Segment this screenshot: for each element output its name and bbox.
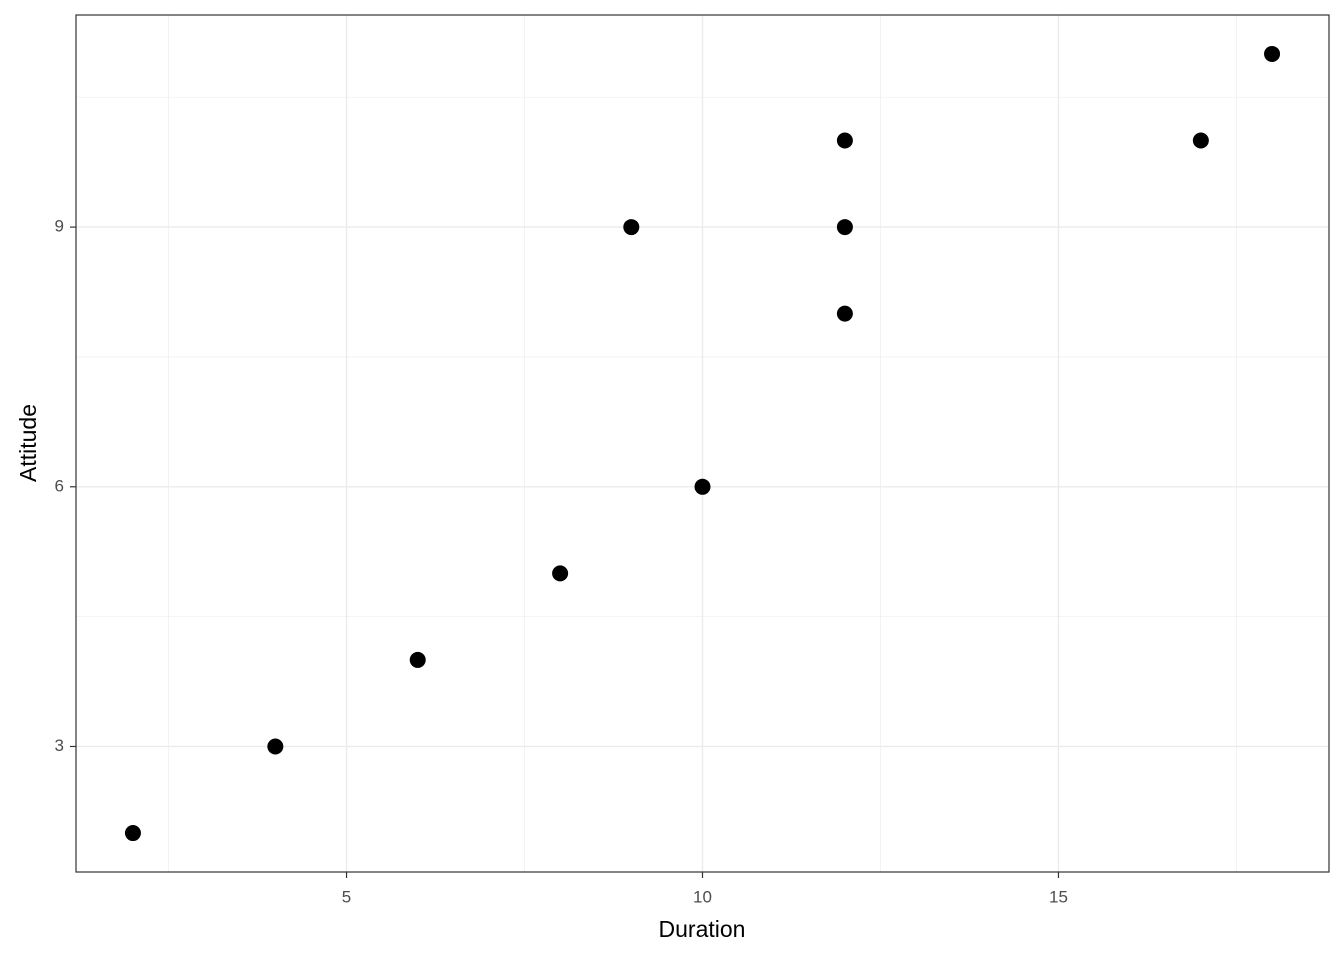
point	[124, 825, 141, 842]
y-tick-label: 9	[55, 217, 64, 236]
y-axis-title: Attitude	[15, 404, 41, 482]
point	[694, 478, 711, 495]
x-tick-label: 15	[1049, 887, 1068, 906]
point	[836, 305, 853, 322]
point	[1192, 132, 1209, 149]
y-tick-label: 6	[55, 476, 64, 495]
point	[552, 565, 569, 582]
y-tick-label: 3	[55, 736, 64, 755]
x-tick-label: 10	[693, 887, 712, 906]
point	[623, 219, 640, 236]
x-tick-label: 5	[342, 887, 351, 906]
point	[1264, 45, 1281, 62]
x-axis-title: Duration	[659, 916, 746, 942]
point	[836, 132, 853, 149]
point	[836, 219, 853, 236]
point	[409, 651, 426, 668]
point	[267, 738, 284, 755]
